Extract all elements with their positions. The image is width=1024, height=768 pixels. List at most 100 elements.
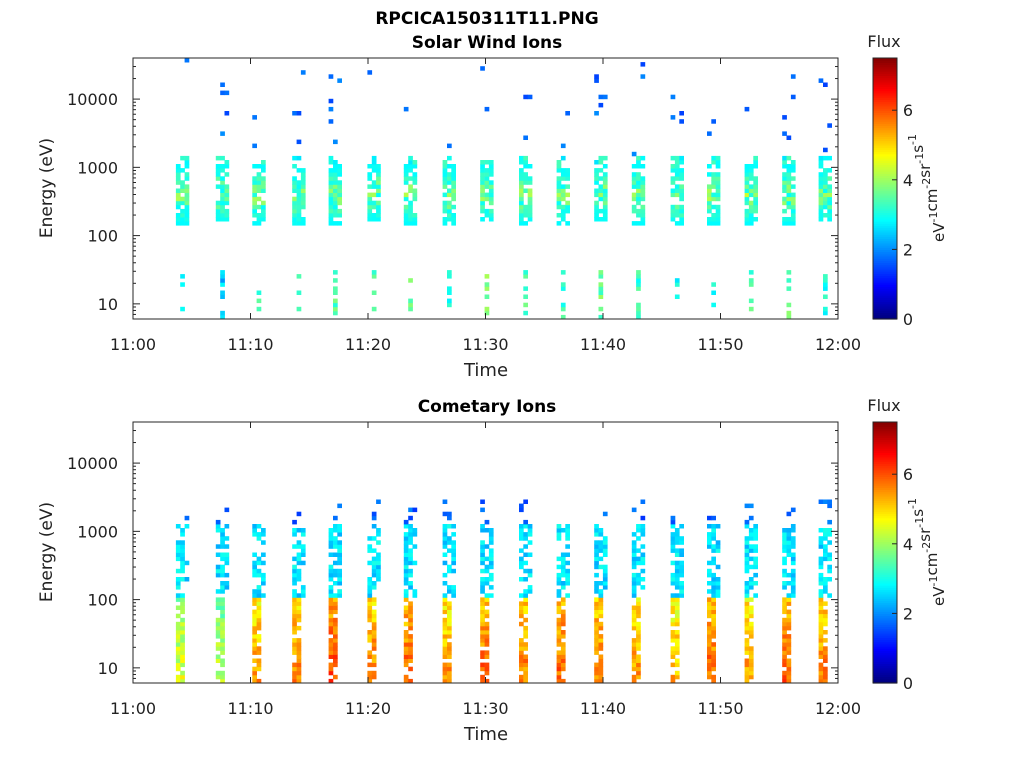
colorbar-segment xyxy=(873,487,897,491)
heatmap-cell xyxy=(556,528,562,533)
heatmap-cell xyxy=(215,200,221,206)
heatmap-cell xyxy=(328,552,334,557)
heatmap-cell xyxy=(220,310,225,316)
heatmap-cell xyxy=(367,176,373,181)
heatmap-cell xyxy=(252,601,257,606)
heatmap-cell xyxy=(753,581,758,586)
heatmap-cell xyxy=(256,597,262,602)
heatmap-cell xyxy=(480,66,485,71)
colorbar-segment xyxy=(873,445,897,449)
colorbar-segment xyxy=(873,290,897,294)
colorbar-segment xyxy=(873,238,897,242)
heatmap-cell xyxy=(367,630,373,635)
heatmap-cell xyxy=(220,192,225,198)
heatmap-cell xyxy=(252,115,257,120)
heatmap-cell xyxy=(674,532,680,537)
heatmap-cell xyxy=(827,593,832,598)
heatmap-cell xyxy=(711,172,716,177)
heatmap-cell xyxy=(753,532,758,537)
heatmap-cell xyxy=(480,621,485,627)
heatmap-cell xyxy=(296,560,302,566)
heatmap-cell xyxy=(292,674,297,680)
heatmap-cell xyxy=(175,621,181,627)
heatmap-cell xyxy=(674,294,680,299)
heatmap-cell xyxy=(184,221,190,226)
heatmap-cell xyxy=(447,674,452,680)
heatmap-cell xyxy=(367,597,373,602)
heatmap-cell xyxy=(636,642,641,647)
heatmap-cell xyxy=(337,208,342,214)
heatmap-cell xyxy=(679,560,684,566)
heatmap-cell xyxy=(823,544,828,549)
heatmap-cell xyxy=(598,642,604,647)
heatmap-cometary xyxy=(175,499,832,684)
colorbar-segment xyxy=(873,105,897,109)
heatmap-cell xyxy=(560,184,566,189)
colorbar-segment xyxy=(873,236,897,240)
heatmap-cell xyxy=(220,180,225,185)
heatmap-cell xyxy=(488,192,494,198)
colorbar-segment xyxy=(873,175,897,179)
heatmap-cell xyxy=(823,638,828,643)
heatmap-cell xyxy=(823,310,828,316)
heatmap-cell xyxy=(180,646,185,651)
heatmap-cell xyxy=(594,585,599,590)
heatmap-cell xyxy=(180,630,185,635)
heatmap-cell xyxy=(753,200,758,206)
heatmap-cell xyxy=(565,172,570,177)
colorbar-segment xyxy=(873,669,897,673)
heatmap-cell xyxy=(442,208,448,214)
heatmap-cell xyxy=(715,524,721,529)
colorbar-segment xyxy=(873,125,897,129)
heatmap-cell xyxy=(215,601,221,606)
colorbar-segment xyxy=(873,118,897,122)
heatmap-cell xyxy=(252,213,257,218)
heatmap-cell xyxy=(371,572,377,578)
heatmap-cell xyxy=(674,613,680,619)
heatmap-cell xyxy=(818,172,824,177)
heatmap-cell xyxy=(823,581,828,586)
heatmap-cell xyxy=(523,302,528,308)
heatmap-cell xyxy=(296,642,302,647)
heatmap-cell xyxy=(556,650,562,655)
heatmap-cell xyxy=(636,282,641,287)
heatmap-cell xyxy=(818,528,824,533)
heatmap-cell xyxy=(602,544,608,549)
heatmap-cell xyxy=(371,270,377,275)
heatmap-cell xyxy=(519,560,524,566)
heatmap-cell xyxy=(337,172,342,177)
colorbar-segment xyxy=(873,151,897,155)
colorbar-segment xyxy=(873,58,897,61)
heatmap-cell xyxy=(602,180,608,185)
colorbar-segment xyxy=(873,184,897,187)
colorbar-title-cometary: Flux xyxy=(867,396,900,415)
heatmap-cell xyxy=(679,192,684,198)
heatmap-cell xyxy=(184,196,190,202)
colorbar-segment xyxy=(873,439,897,443)
heatmap-cell xyxy=(679,168,684,173)
heatmap-cell xyxy=(594,597,599,602)
heatmap-cell xyxy=(519,577,524,582)
heatmap-cell xyxy=(598,196,604,202)
heatmap-cell xyxy=(602,184,608,189)
heatmap-cell xyxy=(256,568,262,574)
heatmap-cell xyxy=(790,184,796,189)
heatmap-cell xyxy=(818,650,824,655)
heatmap-cell xyxy=(640,552,646,557)
heatmap-cell xyxy=(818,499,824,504)
colorbar-frame xyxy=(872,421,898,684)
heatmap-cell xyxy=(560,528,566,533)
heatmap-cell xyxy=(744,106,750,112)
heatmap-cell xyxy=(215,670,221,676)
heatmap-cell xyxy=(519,642,524,647)
heatmap-cell xyxy=(403,540,409,545)
colorbar-unit: eV xyxy=(930,222,948,242)
heatmap-cell xyxy=(527,552,533,557)
heatmap-cell xyxy=(480,556,485,562)
heatmap-cell xyxy=(175,548,181,553)
heatmap-cell xyxy=(408,621,413,627)
heatmap-cell xyxy=(300,544,306,549)
heatmap-cell xyxy=(711,634,716,639)
heatmap-cell xyxy=(674,597,680,602)
heatmap-cell xyxy=(598,662,604,668)
